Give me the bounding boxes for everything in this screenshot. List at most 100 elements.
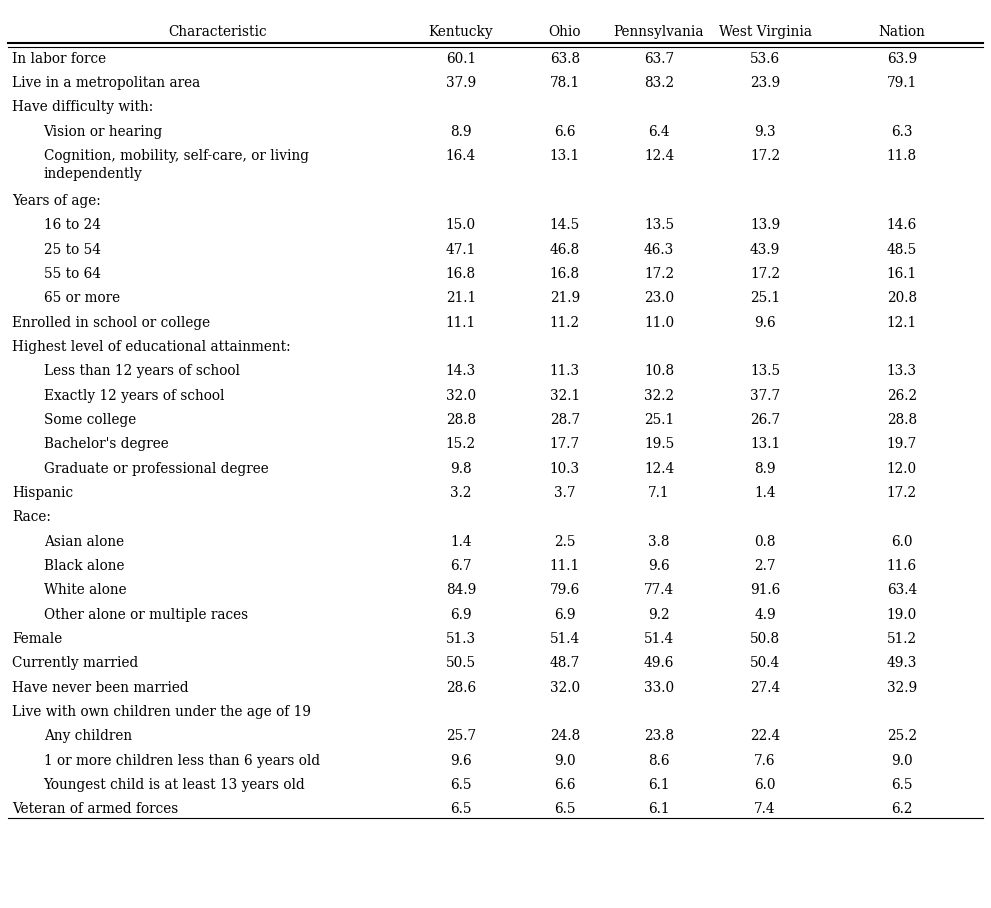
Text: Have difficulty with:: Have difficulty with: xyxy=(12,101,154,114)
Text: 32.9: 32.9 xyxy=(887,681,917,695)
Text: 6.2: 6.2 xyxy=(891,803,913,816)
Text: 28.8: 28.8 xyxy=(887,413,917,427)
Text: 24.8: 24.8 xyxy=(550,729,580,744)
Text: 23.8: 23.8 xyxy=(644,729,674,744)
Text: Other alone or multiple races: Other alone or multiple races xyxy=(44,607,248,622)
Text: 10.3: 10.3 xyxy=(550,462,580,476)
Text: Female: Female xyxy=(12,632,62,646)
Text: 16.1: 16.1 xyxy=(887,267,917,281)
Text: 11.2: 11.2 xyxy=(550,316,580,330)
Text: 8.9: 8.9 xyxy=(450,124,472,139)
Text: 6.5: 6.5 xyxy=(450,778,472,792)
Text: 7.1: 7.1 xyxy=(648,486,670,500)
Text: 13.1: 13.1 xyxy=(550,149,580,163)
Text: 16 to 24: 16 to 24 xyxy=(44,219,101,232)
Text: 25 to 54: 25 to 54 xyxy=(44,242,101,257)
Text: 1.4: 1.4 xyxy=(754,486,776,500)
Text: 63.8: 63.8 xyxy=(550,52,580,65)
Text: 46.3: 46.3 xyxy=(644,242,674,257)
Text: 37.9: 37.9 xyxy=(446,76,476,90)
Text: 20.8: 20.8 xyxy=(887,291,917,305)
Text: White alone: White alone xyxy=(44,584,126,597)
Text: 3.8: 3.8 xyxy=(648,535,670,548)
Text: 9.0: 9.0 xyxy=(554,754,576,768)
Text: 17.2: 17.2 xyxy=(644,267,674,281)
Text: 28.6: 28.6 xyxy=(446,681,476,695)
Text: 50.5: 50.5 xyxy=(446,656,476,670)
Text: 6.3: 6.3 xyxy=(891,124,913,139)
Text: Currently married: Currently married xyxy=(12,656,138,670)
Text: Years of age:: Years of age: xyxy=(12,194,101,208)
Text: Asian alone: Asian alone xyxy=(44,535,124,548)
Text: 9.0: 9.0 xyxy=(891,754,913,768)
Text: 47.1: 47.1 xyxy=(446,242,476,257)
Text: 25.2: 25.2 xyxy=(887,729,917,744)
Text: 46.8: 46.8 xyxy=(550,242,580,257)
Text: 77.4: 77.4 xyxy=(644,584,674,597)
Text: 9.8: 9.8 xyxy=(450,462,472,476)
Text: Less than 12 years of school: Less than 12 years of school xyxy=(44,364,240,379)
Text: Kentucky: Kentucky xyxy=(428,25,494,39)
Text: 32.1: 32.1 xyxy=(550,389,580,403)
Text: 6.9: 6.9 xyxy=(554,607,576,622)
Text: Enrolled in school or college: Enrolled in school or college xyxy=(12,316,210,330)
Text: 17.2: 17.2 xyxy=(750,149,780,163)
Text: 6.6: 6.6 xyxy=(554,124,576,139)
Text: 14.6: 14.6 xyxy=(887,219,917,232)
Text: 17.2: 17.2 xyxy=(750,267,780,281)
Text: 8.6: 8.6 xyxy=(648,754,670,768)
Text: 49.6: 49.6 xyxy=(644,656,674,670)
Text: 10.8: 10.8 xyxy=(644,364,674,379)
Text: 12.4: 12.4 xyxy=(644,149,674,163)
Text: 79.1: 79.1 xyxy=(887,76,917,90)
Text: Youngest child is at least 13 years old: Youngest child is at least 13 years old xyxy=(44,778,305,792)
Text: 3.7: 3.7 xyxy=(554,486,576,500)
Text: Graduate or professional degree: Graduate or professional degree xyxy=(44,462,269,476)
Text: 16.4: 16.4 xyxy=(446,149,476,163)
Text: 9.6: 9.6 xyxy=(754,316,776,330)
Text: Any children: Any children xyxy=(44,729,132,744)
Text: 49.3: 49.3 xyxy=(887,656,917,670)
Text: 2.5: 2.5 xyxy=(554,535,576,548)
Text: Hispanic: Hispanic xyxy=(12,486,73,500)
Text: 50.4: 50.4 xyxy=(750,656,780,670)
Text: 14.5: 14.5 xyxy=(550,219,580,232)
Text: In labor force: In labor force xyxy=(12,52,106,65)
Text: 3.2: 3.2 xyxy=(450,486,472,500)
Text: 32.0: 32.0 xyxy=(550,681,580,695)
Text: 8.9: 8.9 xyxy=(754,462,776,476)
Text: Some college: Some college xyxy=(44,413,136,427)
Text: 11.8: 11.8 xyxy=(887,149,917,163)
Text: 9.3: 9.3 xyxy=(754,124,776,139)
Text: 6.5: 6.5 xyxy=(554,803,576,816)
Text: 23.9: 23.9 xyxy=(750,76,780,90)
Text: Nation: Nation xyxy=(878,25,926,39)
Text: 13.1: 13.1 xyxy=(750,438,780,451)
Text: 19.5: 19.5 xyxy=(644,438,674,451)
Text: Cognition, mobility, self-care, or living
independently: Cognition, mobility, self-care, or livin… xyxy=(44,149,308,181)
Text: 23.0: 23.0 xyxy=(644,291,674,305)
Text: 13.5: 13.5 xyxy=(644,219,674,232)
Text: 11.1: 11.1 xyxy=(446,316,476,330)
Text: 83.2: 83.2 xyxy=(644,76,674,90)
Text: 28.7: 28.7 xyxy=(550,413,580,427)
Text: 27.4: 27.4 xyxy=(750,681,780,695)
Text: Race:: Race: xyxy=(12,510,51,525)
Text: 12.1: 12.1 xyxy=(887,316,917,330)
Text: 9.6: 9.6 xyxy=(648,559,670,573)
Text: 6.4: 6.4 xyxy=(648,124,670,139)
Text: 48.7: 48.7 xyxy=(550,656,580,670)
Text: 32.0: 32.0 xyxy=(446,389,476,403)
Text: 50.8: 50.8 xyxy=(750,632,780,646)
Text: 25.7: 25.7 xyxy=(446,729,476,744)
Text: 28.8: 28.8 xyxy=(446,413,476,427)
Text: 84.9: 84.9 xyxy=(446,584,476,597)
Text: Characteristic: Characteristic xyxy=(168,25,268,39)
Text: Vision or hearing: Vision or hearing xyxy=(44,124,163,139)
Text: 7.4: 7.4 xyxy=(754,803,776,816)
Text: 33.0: 33.0 xyxy=(644,681,674,695)
Text: Live in a metropolitan area: Live in a metropolitan area xyxy=(12,76,200,90)
Text: West Virginia: West Virginia xyxy=(718,25,812,39)
Text: 16.8: 16.8 xyxy=(550,267,580,281)
Text: 4.9: 4.9 xyxy=(754,607,776,622)
